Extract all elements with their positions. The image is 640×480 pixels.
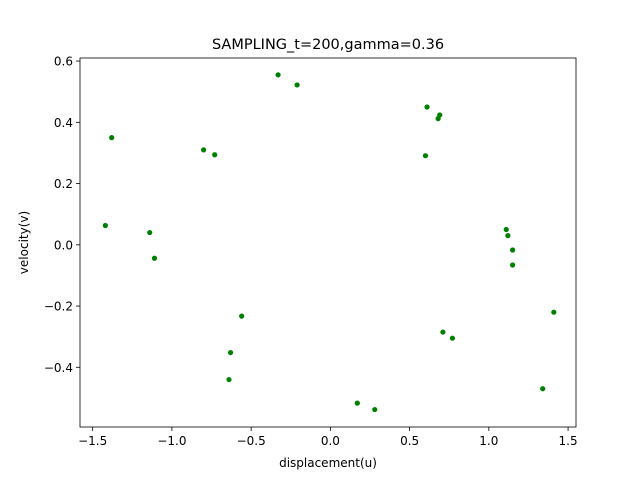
- data-point-19: [449, 335, 455, 341]
- chart-title: SAMPLING_t=200,gamma=0.36: [212, 37, 444, 53]
- data-point-16: [551, 309, 557, 315]
- data-point-8: [212, 152, 218, 158]
- data-point-7: [201, 147, 207, 153]
- x-axis-label: displacement(u): [279, 456, 377, 470]
- y-tick-label: 0.2: [54, 177, 73, 191]
- data-point-18: [440, 329, 446, 335]
- data-point-24: [372, 406, 378, 413]
- data-point-6: [109, 135, 115, 141]
- data-point-0: [275, 72, 281, 78]
- data-point-11: [151, 255, 158, 261]
- y-tick-label: 0.0: [54, 238, 73, 252]
- data-point-20: [227, 349, 234, 356]
- y-tick-label: 0.6: [54, 55, 73, 69]
- data-point-12: [503, 226, 509, 233]
- data-point-14: [510, 247, 516, 253]
- data-point-4: [435, 116, 441, 122]
- y-axis-label: velocity(v): [17, 211, 31, 274]
- plot-area: [80, 58, 576, 427]
- y-tick-label: 0.4: [54, 116, 73, 130]
- x-tick-label: 0.5: [400, 434, 419, 448]
- x-tick-label: −1.0: [157, 434, 186, 448]
- y-tick-label: −0.4: [44, 361, 73, 375]
- plot-frame: [79, 57, 577, 428]
- y-axis-ticks: −0.4 −0.2 0.0 0.2 0.4 0.6: [44, 55, 80, 375]
- data-point-13: [505, 233, 511, 239]
- data-point-23: [354, 400, 360, 406]
- x-tick-label: 0.0: [321, 434, 340, 448]
- data-point-17: [239, 313, 245, 319]
- data-point-1: [294, 82, 300, 88]
- x-tick-label: 1.0: [479, 434, 498, 448]
- x-axis-ticks: −1.5 −1.0 −0.5 0.0 0.5 1.0 1.5: [78, 427, 578, 448]
- y-tick-label: −0.2: [44, 300, 73, 314]
- data-point-5: [422, 153, 429, 159]
- x-tick-label: −0.5: [237, 434, 266, 448]
- data-point-22: [540, 386, 546, 392]
- x-tick-label: −1.5: [78, 434, 107, 448]
- data-point-9: [102, 222, 108, 229]
- data-point-21: [226, 376, 232, 383]
- points-layer: [102, 72, 557, 413]
- data-point-10: [147, 229, 153, 236]
- x-tick-label: 1.5: [559, 434, 578, 448]
- data-point-2: [424, 104, 430, 110]
- data-point-15: [510, 262, 516, 268]
